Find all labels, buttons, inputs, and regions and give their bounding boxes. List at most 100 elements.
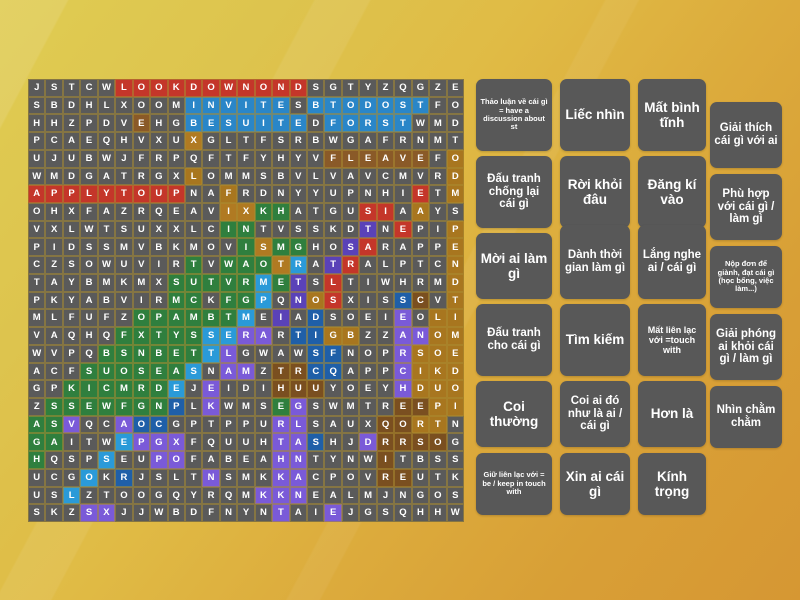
grid-cell[interactable]: T — [184, 468, 203, 487]
grid-cell[interactable]: F — [324, 344, 342, 363]
grid-cell[interactable]: M — [429, 114, 447, 133]
grid-cell[interactable]: W — [254, 344, 273, 363]
grid-cell[interactable]: F — [219, 291, 238, 310]
grid-cell[interactable]: I — [254, 114, 273, 133]
grid-cell[interactable]: G — [167, 114, 185, 133]
grid-cell[interactable]: L — [167, 468, 185, 487]
grid-cell[interactable]: R — [272, 415, 290, 434]
vocab-card-mat-binh-tinh[interactable]: Mất bình tĩnh — [638, 79, 706, 151]
grid-cell[interactable]: V — [132, 238, 151, 257]
grid-cell[interactable]: X — [150, 220, 168, 239]
grid-cell[interactable]: A — [28, 185, 46, 204]
grid-cell[interactable]: D — [446, 362, 464, 381]
grid-cell[interactable]: A — [219, 362, 238, 381]
grid-cell[interactable]: S — [45, 397, 63, 416]
grid-cell[interactable]: S — [289, 96, 308, 115]
grid-cell[interactable]: S — [115, 344, 133, 363]
grid-cell[interactable]: P — [446, 220, 464, 239]
grid-cell[interactable]: O — [359, 344, 377, 363]
grid-cell[interactable]: T — [184, 344, 203, 363]
grid-cell[interactable]: U — [324, 185, 342, 204]
grid-cell[interactable]: X — [184, 132, 203, 150]
grid-cell[interactable]: R — [376, 238, 395, 257]
grid-cell[interactable]: U — [237, 433, 255, 452]
grid-cell[interactable]: D — [411, 380, 430, 398]
grid-cell[interactable]: U — [115, 256, 133, 274]
grid-cell[interactable]: R — [150, 149, 168, 168]
grid-cell[interactable]: X — [359, 415, 377, 434]
grid-cell[interactable]: H — [272, 149, 290, 168]
grid-cell[interactable]: D — [184, 504, 203, 522]
grid-cell[interactable]: P — [28, 291, 46, 310]
grid-cell[interactable]: T — [254, 96, 273, 115]
grid-cell[interactable]: Z — [62, 114, 81, 133]
grid-cell[interactable]: F — [132, 149, 151, 168]
grid-cell[interactable]: M — [237, 468, 255, 487]
grid-cell[interactable]: R — [411, 273, 430, 292]
grid-cell[interactable]: E — [394, 220, 412, 239]
grid-cell[interactable]: E — [115, 433, 133, 452]
grid-cell[interactable]: T — [219, 149, 238, 168]
grid-cell[interactable]: T — [219, 309, 238, 328]
grid-cell[interactable]: P — [219, 415, 238, 434]
grid-cell[interactable]: J — [341, 433, 360, 452]
grid-cell[interactable]: Q — [150, 203, 168, 221]
grid-cell[interactable]: U — [429, 380, 447, 398]
grid-cell[interactable]: B — [307, 132, 325, 150]
grid-cell[interactable]: Z — [45, 256, 63, 274]
grid-cell[interactable]: L — [45, 309, 63, 328]
grid-cell[interactable]: Z — [254, 362, 273, 381]
grid-cell[interactable]: S — [97, 238, 116, 257]
grid-cell[interactable]: I — [254, 380, 273, 398]
grid-cell[interactable]: G — [324, 203, 342, 221]
grid-cell[interactable]: I — [219, 203, 238, 221]
vocab-card-coi-thuong[interactable]: Coi thường — [476, 381, 552, 447]
grid-cell[interactable]: I — [184, 96, 203, 115]
grid-cell[interactable]: B — [97, 291, 116, 310]
grid-cell[interactable]: M — [429, 132, 447, 150]
grid-cell[interactable]: B — [219, 451, 238, 469]
grid-cell[interactable]: N — [202, 96, 220, 115]
grid-cell[interactable]: T — [289, 327, 308, 345]
grid-cell[interactable]: I — [45, 238, 63, 257]
grid-cell[interactable]: S — [184, 362, 203, 381]
grid-cell[interactable]: P — [28, 132, 46, 150]
grid-cell[interactable]: T — [394, 451, 412, 469]
grid-cell[interactable]: M — [167, 291, 185, 310]
grid-cell[interactable]: P — [237, 415, 255, 434]
grid-cell[interactable]: R — [272, 327, 290, 345]
grid-cell[interactable]: Z — [359, 327, 377, 345]
grid-cell[interactable]: S — [359, 203, 377, 221]
grid-cell[interactable]: S — [80, 504, 98, 522]
grid-cell[interactable]: V — [324, 167, 342, 186]
grid-cell[interactable]: N — [341, 344, 360, 363]
grid-cell[interactable]: X — [167, 220, 185, 239]
grid-cell[interactable]: F — [97, 309, 116, 328]
grid-cell[interactable]: B — [80, 273, 98, 292]
grid-cell[interactable]: W — [411, 114, 430, 133]
grid-cell[interactable]: S — [446, 451, 464, 469]
grid-cell[interactable]: O — [132, 415, 151, 434]
grid-cell[interactable]: H — [28, 114, 46, 133]
vocab-card-lang-nghe-ai-cai-gi[interactable]: Lắng nghe ai / cái gì — [638, 225, 706, 299]
vocab-card-dang-ki-vao[interactable]: Đăng kí vào — [638, 156, 706, 228]
grid-cell[interactable]: I — [237, 238, 255, 257]
vocab-card-tim-kiem[interactable]: Tìm kiếm — [560, 304, 630, 376]
grid-cell[interactable]: M — [97, 273, 116, 292]
grid-cell[interactable]: I — [446, 309, 464, 328]
grid-cell[interactable]: U — [132, 451, 151, 469]
grid-cell[interactable]: F — [254, 132, 273, 150]
grid-cell[interactable]: O — [307, 291, 325, 310]
grid-cell[interactable]: B — [411, 451, 430, 469]
grid-cell[interactable]: N — [411, 132, 430, 150]
vocab-card-giu-lien-lac-voi[interactable]: Giữ liên lạc với = be / keep in touch wi… — [476, 453, 552, 515]
grid-cell[interactable]: A — [45, 433, 63, 452]
grid-cell[interactable]: I — [359, 273, 377, 292]
grid-cell[interactable]: S — [324, 309, 342, 328]
grid-cell[interactable]: M — [237, 309, 255, 328]
grid-cell[interactable]: R — [167, 256, 185, 274]
grid-cell[interactable]: Y — [62, 291, 81, 310]
grid-cell[interactable]: G — [28, 380, 46, 398]
grid-cell[interactable]: T — [429, 415, 447, 434]
grid-cell[interactable]: H — [254, 433, 273, 452]
